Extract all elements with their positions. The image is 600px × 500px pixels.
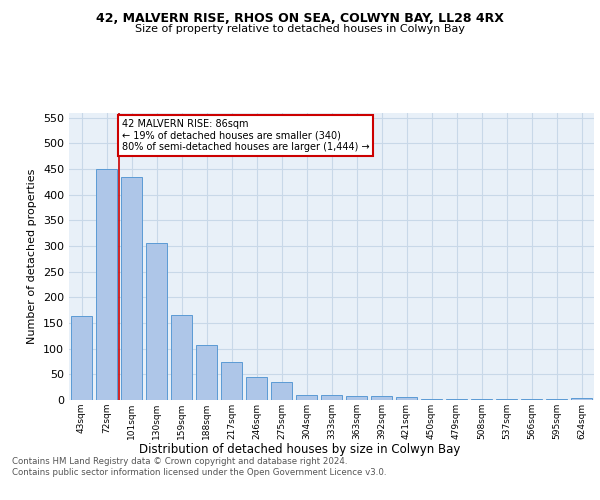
Bar [271, 382, 292, 400]
Bar [446, 399, 467, 400]
Bar [71, 316, 92, 400]
Bar [171, 316, 192, 400]
Bar [296, 395, 317, 400]
Bar [321, 395, 342, 400]
Text: 42 MALVERN RISE: 86sqm
← 19% of detached houses are smaller (340)
80% of semi-de: 42 MALVERN RISE: 86sqm ← 19% of detached… [121, 118, 369, 152]
Text: 42, MALVERN RISE, RHOS ON SEA, COLWYN BAY, LL28 4RX: 42, MALVERN RISE, RHOS ON SEA, COLWYN BA… [96, 12, 504, 26]
Bar [146, 243, 167, 400]
Bar [571, 398, 592, 400]
Bar [396, 398, 417, 400]
Text: Size of property relative to detached houses in Colwyn Bay: Size of property relative to detached ho… [135, 24, 465, 34]
Bar [246, 378, 267, 400]
Bar [221, 362, 242, 400]
Bar [121, 176, 142, 400]
Bar [96, 169, 117, 400]
Bar [196, 345, 217, 400]
Y-axis label: Number of detached properties: Number of detached properties [28, 168, 37, 344]
Text: Contains HM Land Registry data © Crown copyright and database right 2024.
Contai: Contains HM Land Registry data © Crown c… [12, 458, 386, 477]
Bar [421, 399, 442, 400]
Bar [371, 396, 392, 400]
Bar [346, 396, 367, 400]
Text: Distribution of detached houses by size in Colwyn Bay: Distribution of detached houses by size … [139, 442, 461, 456]
